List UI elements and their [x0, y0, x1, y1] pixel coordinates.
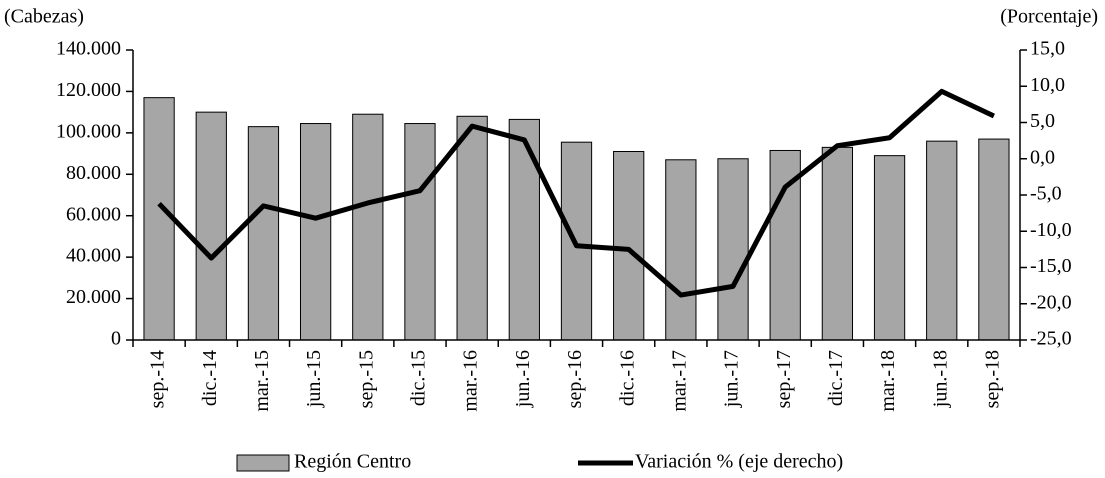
y-tick-label: 40.000	[66, 245, 121, 267]
bar	[456, 115, 488, 341]
x-tick-label: sep.-17	[773, 350, 795, 408]
y2-tick-label: -15,0	[1030, 255, 1072, 277]
x-tick-label: sep.-18	[982, 350, 1004, 408]
x-tick-label: jun.-16	[512, 350, 534, 408]
y-axis-title: (Cabezas)	[4, 6, 84, 28]
y-tick-label: 140.000	[56, 38, 121, 60]
x-tick-label: dic.-14	[199, 350, 221, 406]
x-tick-label: jun.-15	[303, 350, 325, 408]
x-tick-label: jun.-18	[929, 350, 951, 408]
y-tick-label: 100.000	[56, 120, 121, 142]
y2-tick-label: -10,0	[1030, 219, 1072, 241]
x-tick-label: dic.-16	[616, 350, 638, 406]
y2-tick-label: 0,0	[1030, 146, 1055, 168]
legend-swatch	[236, 454, 290, 472]
x-tick-label: mar.-16	[460, 350, 482, 412]
y2-tick-label: -5,0	[1030, 183, 1062, 205]
x-tick-label: mar.-17	[668, 350, 690, 412]
bar	[404, 123, 436, 341]
bar	[613, 151, 645, 341]
y2-axis-title: (Porcentaje)	[1000, 6, 1098, 28]
y2-tick-label: 10,0	[1030, 74, 1065, 96]
y2-tick-label: -20,0	[1030, 291, 1072, 313]
y2-tick-label: 5,0	[1030, 110, 1055, 132]
x-tick-label: sep.-16	[564, 350, 586, 408]
x-tick-label: mar.-18	[877, 350, 899, 412]
bar	[873, 155, 906, 341]
bar	[299, 123, 332, 341]
bar	[508, 118, 540, 341]
bar	[926, 140, 958, 341]
x-tick-label: jun.-17	[721, 350, 743, 408]
bar	[352, 113, 384, 341]
legend-label: Región Centro	[294, 451, 411, 473]
bar	[978, 138, 1010, 341]
bar	[665, 159, 697, 341]
x-tick-label: dic.-15	[408, 350, 430, 406]
bar	[247, 126, 280, 341]
y-tick-label: 0	[111, 328, 121, 350]
line	[157, 88, 995, 298]
x-tick-label: dic.-17	[825, 350, 847, 406]
x-tick-label: mar.-15	[251, 350, 273, 412]
bar	[717, 158, 749, 341]
y-tick-label: 60.000	[66, 203, 121, 225]
y-tick-label: 120.000	[56, 79, 121, 101]
x-tick-label: sep.-15	[355, 350, 377, 408]
y-tick-label: 80.000	[66, 162, 121, 184]
y2-tick-label: -25,0	[1030, 328, 1072, 350]
x-tick-label: sep.-14	[147, 350, 169, 408]
y-tick-label: 20.000	[66, 286, 121, 308]
y2-tick-label: 15,0	[1030, 38, 1065, 60]
bar	[143, 97, 175, 341]
legend-label: Variación % (eje derecho)	[635, 451, 843, 473]
bar	[195, 111, 227, 341]
bar	[821, 146, 854, 341]
